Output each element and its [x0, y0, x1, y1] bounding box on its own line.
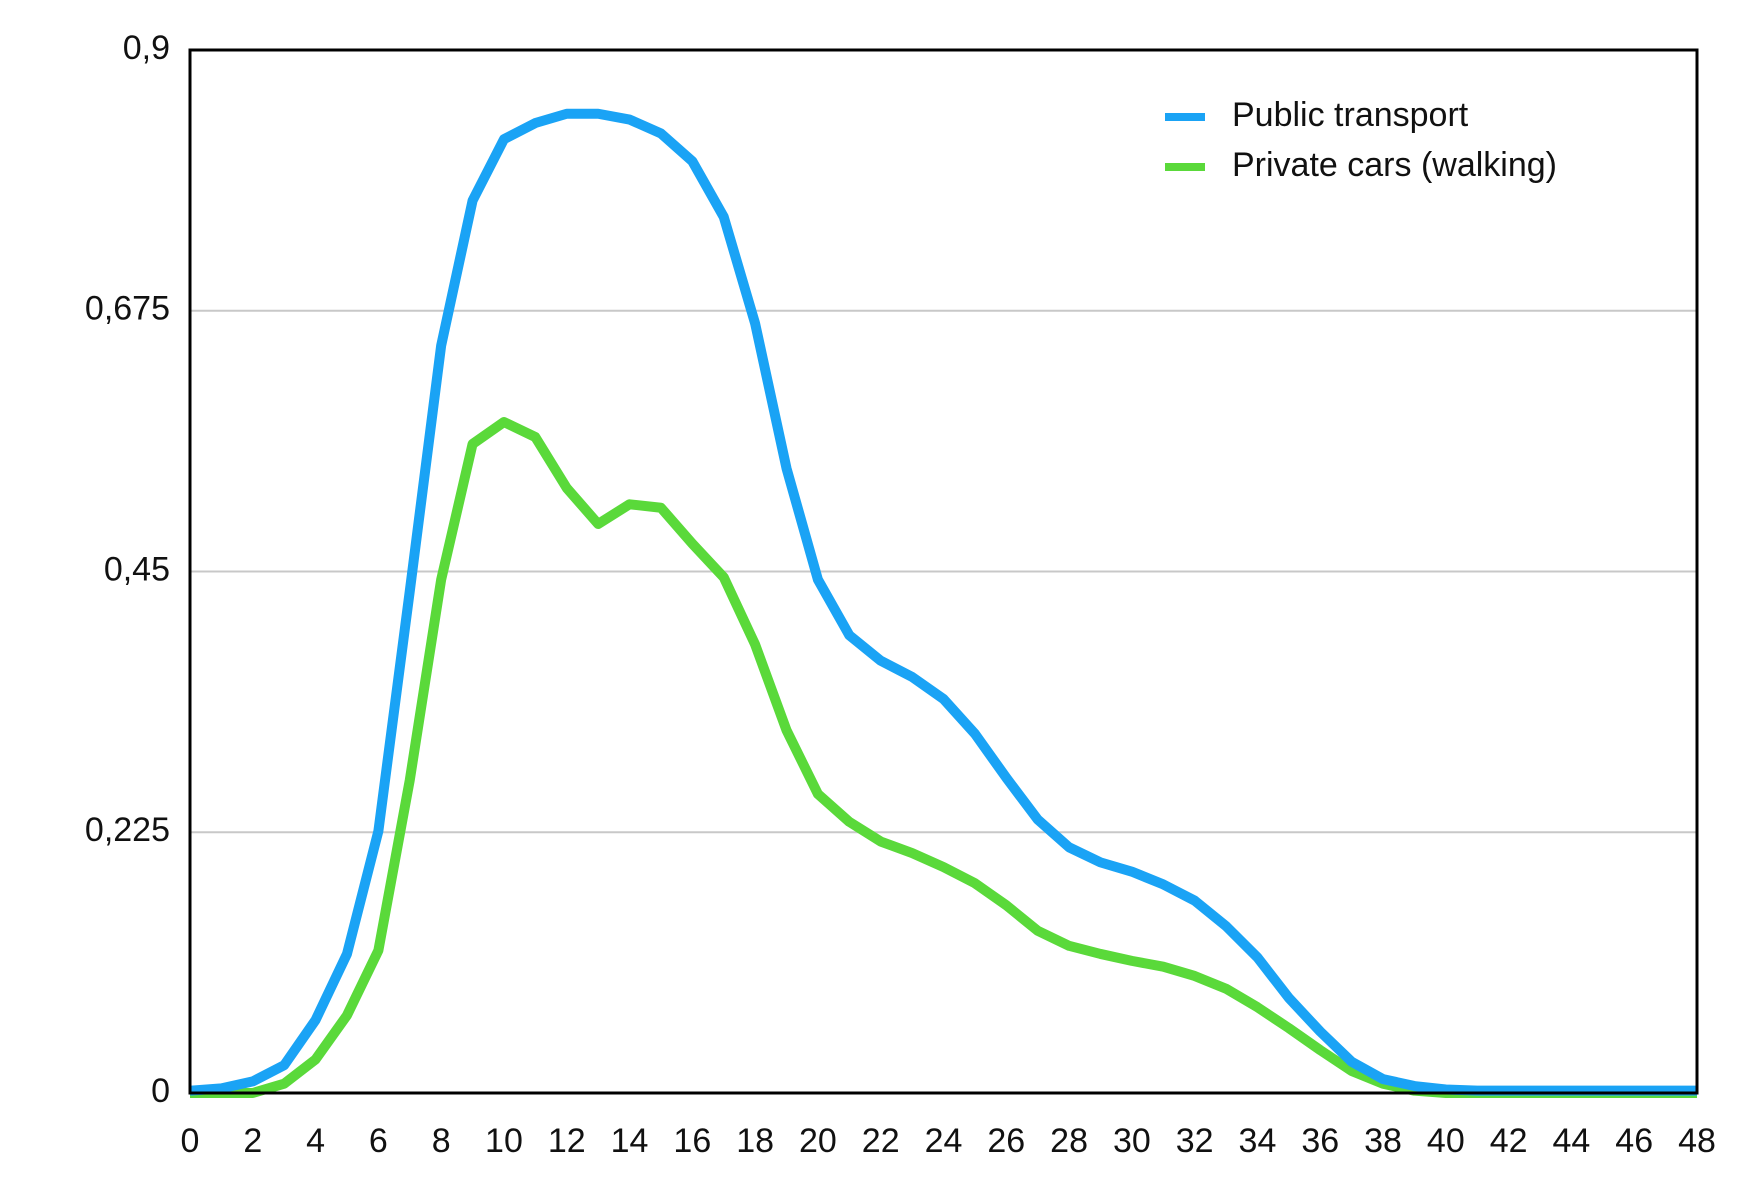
x-tick-label: 16	[673, 1122, 711, 1160]
x-tick-label: 12	[548, 1122, 586, 1160]
x-tick-label: 36	[1301, 1122, 1339, 1160]
x-tick-label: 10	[485, 1122, 523, 1160]
legend-label: Private cars (walking)	[1232, 146, 1557, 184]
x-tick-label: 48	[1678, 1122, 1716, 1160]
x-tick-label: 8	[432, 1122, 451, 1160]
y-tick-label: 0,225	[85, 811, 170, 849]
x-tick-label: 42	[1490, 1122, 1528, 1160]
x-tick-label: 46	[1615, 1122, 1653, 1160]
x-tick-label: 20	[799, 1122, 837, 1160]
x-tick-label: 0	[181, 1122, 200, 1160]
x-tick-label: 30	[1113, 1122, 1151, 1160]
x-tick-label: 4	[306, 1122, 325, 1160]
x-tick-label: 2	[243, 1122, 262, 1160]
x-tick-label: 44	[1553, 1122, 1591, 1160]
y-tick-label: 0,9	[123, 29, 170, 67]
x-tick-label: 24	[925, 1122, 963, 1160]
x-tick-label: 26	[987, 1122, 1025, 1160]
plot-frame	[188, 48, 1699, 1095]
legend-label: Public transport	[1232, 96, 1469, 134]
y-tick-label: 0,45	[104, 550, 170, 588]
x-tick-label: 22	[862, 1122, 900, 1160]
y-tick-label: 0,675	[85, 290, 170, 328]
x-tick-label: 14	[611, 1122, 649, 1160]
x-tick-label: 32	[1176, 1122, 1214, 1160]
x-tick-label: 6	[369, 1122, 388, 1160]
series-line	[189, 108, 1697, 1096]
x-tick-label: 38	[1364, 1122, 1402, 1160]
x-tick-label: 40	[1427, 1122, 1465, 1160]
x-tick-label: 28	[1050, 1122, 1088, 1160]
x-tick-label: 34	[1239, 1122, 1277, 1160]
y-tick-label: 0	[151, 1072, 170, 1110]
x-tick-label: 18	[736, 1122, 774, 1160]
